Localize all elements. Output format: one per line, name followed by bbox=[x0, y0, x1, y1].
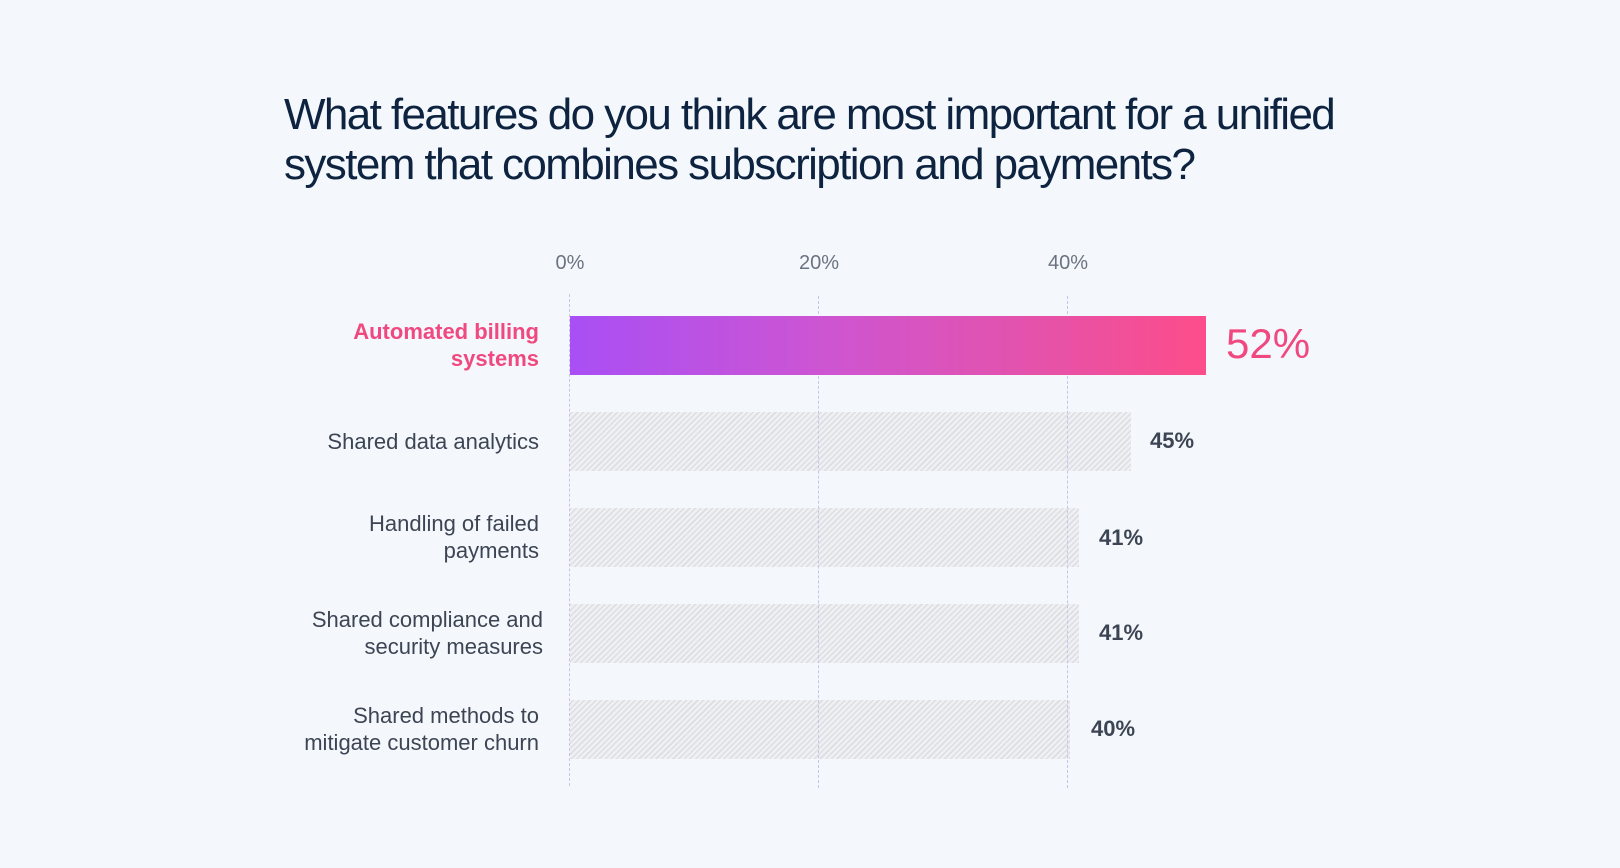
x-axis-tick-20: 20% bbox=[798, 252, 840, 274]
bar-shared-data-analytics bbox=[570, 412, 1131, 471]
value-label-shared-data-analytics: 45% bbox=[1150, 428, 1195, 453]
category-label-line: security measures bbox=[364, 634, 543, 659]
value-label-compliance-security: 41% bbox=[1099, 620, 1144, 645]
value-label-failed-payments: 41% bbox=[1099, 525, 1144, 550]
category-label-failed-payments: Handling of failed payments bbox=[369, 510, 539, 564]
bar-compliance-security bbox=[570, 604, 1079, 663]
gridline-20 bbox=[818, 296, 819, 788]
value-label-automated-billing: 52% bbox=[1226, 320, 1311, 367]
chart-title: What features do you think are most impo… bbox=[284, 90, 1434, 190]
x-axis-tick-40: 40% bbox=[1047, 252, 1089, 274]
gridline-40 bbox=[1067, 296, 1068, 788]
category-label-automated-billing: Automated billing systems bbox=[353, 318, 539, 372]
category-label-customer-churn: Shared methods to mitigate customer chur… bbox=[304, 702, 539, 756]
category-label-line: Handling of failed bbox=[368, 511, 539, 536]
x-axis-tick-0: 0% bbox=[555, 252, 585, 274]
category-label-compliance-security: Shared compliance and security measures bbox=[312, 606, 543, 660]
chart-title-line-1: What features do you think are most impo… bbox=[284, 90, 1336, 139]
chart-title-line-2: system that combines subscription and pa… bbox=[284, 140, 1196, 189]
category-label-line: Shared compliance and bbox=[311, 607, 543, 632]
category-label-line: payments bbox=[443, 538, 539, 563]
category-label-line: Shared methods to bbox=[353, 703, 539, 728]
bar-customer-churn bbox=[570, 700, 1070, 759]
category-label-shared-data-analytics: Shared data analytics bbox=[327, 428, 539, 455]
category-label-line: mitigate customer churn bbox=[304, 730, 539, 755]
category-label-line: systems bbox=[450, 346, 539, 371]
gridline-0 bbox=[569, 294, 570, 786]
value-label-customer-churn: 40% bbox=[1091, 716, 1136, 741]
category-label-line: Automated billing bbox=[353, 319, 539, 344]
bar-automated-billing-fill bbox=[571, 316, 1206, 375]
bar-failed-payments bbox=[570, 508, 1079, 567]
category-label-line: Shared data analytics bbox=[327, 429, 539, 454]
